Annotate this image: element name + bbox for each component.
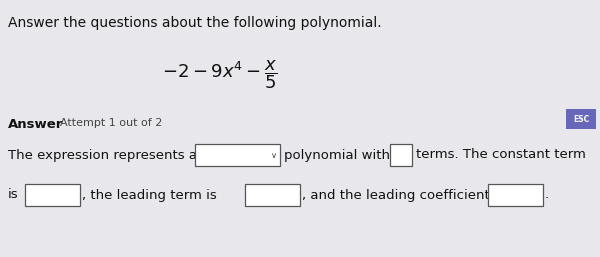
FancyBboxPatch shape bbox=[566, 109, 596, 129]
Text: ESC: ESC bbox=[573, 115, 589, 124]
FancyBboxPatch shape bbox=[390, 144, 412, 166]
FancyBboxPatch shape bbox=[25, 184, 80, 206]
Text: ∨: ∨ bbox=[271, 151, 277, 160]
FancyBboxPatch shape bbox=[245, 184, 300, 206]
Text: Attempt 1 out of 2: Attempt 1 out of 2 bbox=[60, 118, 163, 128]
Text: terms. The constant term: terms. The constant term bbox=[416, 149, 586, 161]
FancyBboxPatch shape bbox=[488, 184, 543, 206]
Text: polynomial with: polynomial with bbox=[284, 149, 390, 161]
Text: Answer the questions about the following polynomial.: Answer the questions about the following… bbox=[8, 16, 382, 30]
Text: , the leading term is: , the leading term is bbox=[82, 188, 217, 201]
Text: $-2-9x^{4}-\dfrac{x}{5}$: $-2-9x^{4}-\dfrac{x}{5}$ bbox=[162, 59, 278, 91]
Text: .: . bbox=[545, 188, 549, 201]
Text: , and the leading coefficient is: , and the leading coefficient is bbox=[302, 188, 505, 201]
FancyBboxPatch shape bbox=[195, 144, 280, 166]
Text: The expression represents a: The expression represents a bbox=[8, 149, 197, 161]
Text: is: is bbox=[8, 188, 19, 201]
Text: Answer: Answer bbox=[8, 118, 64, 131]
